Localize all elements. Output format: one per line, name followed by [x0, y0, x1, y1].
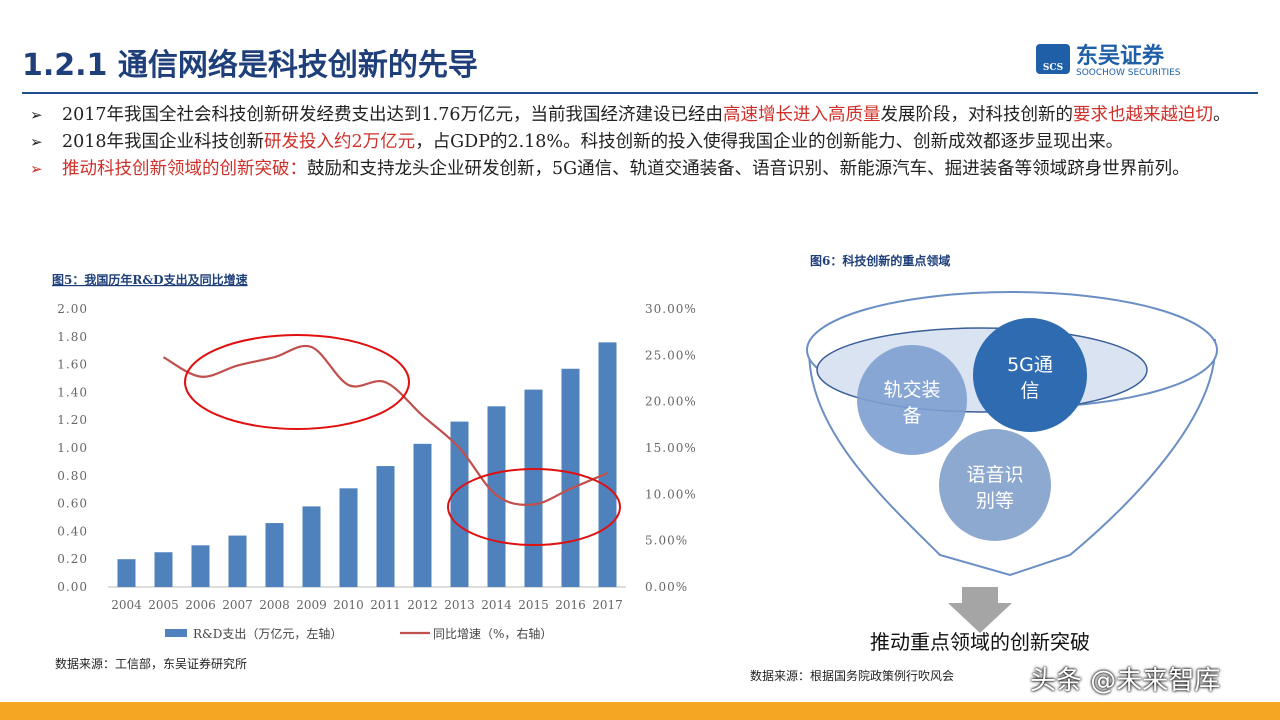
bar	[561, 368, 580, 587]
y2-tick-label: 30.00%	[645, 302, 697, 316]
bar	[154, 552, 173, 587]
y-tick-label: 0.80	[57, 469, 88, 483]
x-tick-label: 2005	[148, 598, 179, 612]
node-label: 备	[902, 405, 921, 427]
node-label: 5G通	[1007, 354, 1053, 376]
y-tick-label: 2.00	[57, 302, 88, 316]
bullet: 推动科技创新领域的创新突破：鼓励和支持龙头企业研发创新，5G通信、轨道交通装备、…	[30, 156, 1245, 183]
bullet: 2018年我国企业科技创新研发投入约2万亿元，占GDP的2.18%。科技创新的投…	[30, 129, 1245, 156]
logo-mark: SCS	[1043, 63, 1063, 73]
x-tick-label: 2013	[444, 598, 475, 612]
watermark: 头条 @未来智库	[1030, 666, 1221, 696]
bullet-text: 2018年我国企业科技创新	[62, 132, 265, 152]
bar	[339, 488, 358, 587]
y2-tick-label: 20.00%	[645, 395, 697, 409]
line	[162, 344, 608, 506]
down-arrow	[948, 587, 1012, 633]
y-tick-label: 0.00	[57, 580, 88, 594]
footer-bar	[0, 702, 1280, 720]
logo: SCS 东吴证券 SOOCHOW SECURITIES	[1036, 43, 1181, 78]
x-tick-label: 2007	[222, 598, 253, 612]
y2-tick-label: 10.00%	[645, 487, 697, 501]
diagram: 图6：科技创新的重点领域 推动重点领域的创新突破 数据来源：根据国务院政策例行吹…	[750, 253, 1218, 683]
bar	[598, 342, 617, 587]
chart-title: 图5：我国历年R&D支出及同比增速	[52, 272, 248, 287]
slide-title: 1.2.1 通信网络是科技创新的先导	[22, 48, 478, 83]
node-circle	[939, 429, 1051, 541]
bullet-list: 2017年我国全社会科技创新研发经费支出达到1.76万亿元，当前我国经济建设已经…	[30, 102, 1245, 183]
y-tick-label: 1.40	[57, 385, 88, 399]
bar	[228, 535, 247, 587]
logo-name-en: SOOCHOW SECURITIES	[1076, 68, 1181, 78]
y-tick-label: 1.60	[57, 358, 88, 372]
header-rule	[22, 92, 1258, 94]
chart: 图5：我国历年R&D支出及同比增速 数据来源：工信部，东吴证券研究所 0.00 0…	[52, 272, 697, 671]
legend-label: R&D支出（万亿元，左轴）	[193, 626, 342, 641]
logo-name: 东吴证券	[1076, 43, 1165, 69]
diagram-title: 图6：科技创新的重点领域	[810, 253, 950, 268]
y-tick-label: 1.20	[57, 413, 88, 427]
bullet-text: 。	[1213, 105, 1231, 125]
node-circle	[973, 318, 1087, 432]
y-tick-label: 0.40	[57, 524, 88, 538]
bullet: 2017年我国全社会科技创新研发经费支出达到1.76万亿元，当前我国经济建设已经…	[30, 102, 1245, 129]
node-label: 别等	[976, 490, 1014, 512]
legend-swatch	[165, 629, 187, 637]
x-tick-label: 2009	[296, 598, 327, 612]
diagram-source: 数据来源：根据国务院政策例行吹风会	[750, 668, 954, 683]
highlight-text: 高速增长进入高质量	[723, 105, 881, 125]
y-tick-label: 1.80	[57, 330, 88, 344]
bar	[117, 559, 136, 587]
y-tick-label: 0.20	[57, 552, 88, 566]
bar	[376, 466, 395, 587]
bar	[450, 421, 469, 587]
legend-label: 同比增速（%，右轴）	[433, 626, 552, 641]
bullet-text: 2017年我国全社会科技创新研发经费支出达到1.76万亿元，当前我国经济建设已经…	[62, 105, 723, 125]
y2-tick-label: 25.00%	[645, 348, 697, 362]
highlight-text: 研发投入约2万亿元	[264, 132, 416, 152]
x-tick-label: 2016	[555, 598, 586, 612]
x-tick-label: 2010	[333, 598, 364, 612]
y2-tick-label: 0.00%	[645, 580, 688, 594]
bar	[487, 406, 506, 587]
annotation-ellipse	[184, 334, 410, 430]
x-tick-label: 2008	[259, 598, 290, 612]
x-tick-label: 2006	[185, 598, 216, 612]
y2-tick-label: 5.00%	[645, 534, 688, 548]
x-tick-label: 2017	[592, 598, 623, 612]
bullet-text: 发展阶段，对科技创新的	[880, 105, 1074, 125]
bullet-text: 鼓励和支持龙头企业研发创新，5G通信、轨道交通装备、语音识别、新能源汽车、掘进装…	[307, 159, 1190, 179]
chart-source: 数据来源：工信部，东吴证券研究所	[55, 656, 247, 671]
y-tick-label: 1.00	[57, 441, 88, 455]
highlight-text: 推动科技创新领域的创新突破：	[62, 159, 307, 179]
x-tick-label: 2014	[481, 598, 512, 612]
annotation-ellipse	[447, 468, 621, 546]
bar	[413, 443, 432, 587]
y2-tick-label: 15.00%	[645, 441, 697, 455]
node-label: 信	[1020, 380, 1039, 402]
x-tick-label: 2004	[111, 598, 142, 612]
node-label: 语音识	[966, 464, 1023, 486]
x-tick-label: 2011	[370, 598, 401, 612]
bar	[191, 545, 210, 587]
bullet-text: ，占GDP的2.18%。科技创新的投入使得我国企业的创新能力、创新成效都逐步显现…	[415, 132, 1124, 152]
x-tick-label: 2012	[407, 598, 438, 612]
bar	[302, 506, 321, 587]
bar	[265, 523, 284, 587]
y-tick-label: 0.60	[57, 497, 88, 511]
node-circle	[857, 345, 967, 455]
x-tick-label: 2015	[518, 598, 549, 612]
diagram-result: 推动重点领域的创新突破	[870, 630, 1090, 654]
bar	[524, 389, 543, 587]
node-label: 轨交装	[883, 379, 940, 401]
highlight-text: 要求也越来越迫切	[1073, 105, 1213, 125]
logo-icon	[1036, 44, 1070, 74]
